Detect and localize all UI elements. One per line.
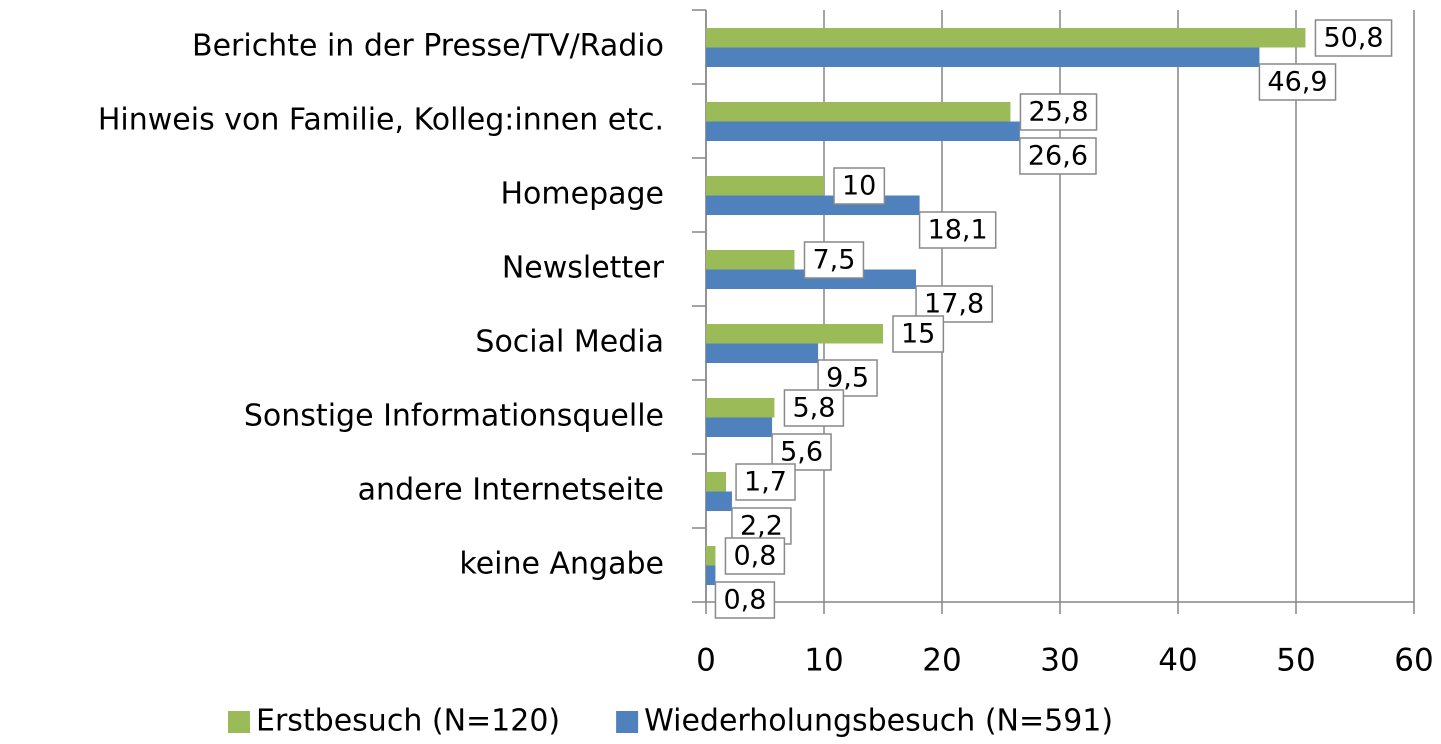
value-label-box <box>783 389 845 427</box>
x-tick-label: 60 <box>1394 643 1433 679</box>
category-label: andere Internetseite <box>358 473 664 508</box>
value-label-box <box>724 537 786 575</box>
value-label: 46,9 <box>1267 67 1327 98</box>
x-tick-label: 0 <box>696 643 716 679</box>
value-label: 9,5 <box>826 363 869 394</box>
x-tick-label: 40 <box>1158 643 1197 679</box>
x-tick-label: 20 <box>922 643 961 679</box>
bar <box>706 28 1306 48</box>
bar <box>706 491 732 511</box>
legend-label: Erstbesuch (N=120) <box>256 704 560 739</box>
value-label: 5,8 <box>792 393 835 424</box>
value-label-box <box>918 211 997 249</box>
value-label-box <box>1314 19 1393 57</box>
category-label: Homepage <box>500 177 664 212</box>
category-label: Newsletter <box>502 251 665 286</box>
value-label: 50,8 <box>1323 23 1383 54</box>
value-label-box <box>1019 93 1098 131</box>
bar <box>706 121 1020 141</box>
value-label: 26,6 <box>1028 141 1088 172</box>
value-label: 18,1 <box>928 215 988 246</box>
value-label-box <box>1258 63 1337 101</box>
value-label: 25,8 <box>1028 97 1088 128</box>
value-label-box <box>735 463 796 501</box>
x-tick-label: 30 <box>1040 643 1079 679</box>
category-label: Berichte in der Presse/TV/Radio <box>192 29 664 64</box>
value-label: 0,8 <box>723 585 766 616</box>
category-label: keine Angabe <box>459 547 664 582</box>
legend-label: Wiederholungsbesuch (N=591) <box>644 704 1113 739</box>
value-label-box <box>892 315 945 353</box>
value-label-box <box>803 241 865 279</box>
x-tick-label: 10 <box>804 643 843 679</box>
value-label-box <box>833 167 886 205</box>
category-label: Sonstige Informationsquelle <box>244 399 664 434</box>
value-label: 2,2 <box>740 511 783 542</box>
bar <box>706 398 775 418</box>
value-label-box <box>1019 137 1097 175</box>
bar <box>706 102 1011 122</box>
value-label: 7,5 <box>813 245 856 276</box>
value-label: 1,7 <box>744 467 787 498</box>
value-label: 15 <box>901 319 935 350</box>
value-label: 5,6 <box>780 437 823 468</box>
legend-swatch <box>228 711 250 733</box>
value-label-box <box>714 581 776 619</box>
bar <box>706 565 716 585</box>
bar <box>706 546 716 566</box>
legend-swatch <box>616 711 639 733</box>
x-tick-label: 50 <box>1276 643 1315 679</box>
bar <box>706 250 795 270</box>
bar <box>706 47 1260 67</box>
bar <box>706 176 824 196</box>
value-label: 10 <box>842 171 876 202</box>
bar <box>706 195 920 215</box>
category-label: Hinweis von Familie, Kolleg:innen etc. <box>98 103 664 138</box>
bar <box>706 472 727 492</box>
bar <box>706 417 773 437</box>
value-label: 17,8 <box>924 289 984 320</box>
bar <box>706 324 883 344</box>
value-label: 0,8 <box>733 541 776 572</box>
category-label: Social Media <box>475 325 664 360</box>
bar <box>706 343 819 363</box>
